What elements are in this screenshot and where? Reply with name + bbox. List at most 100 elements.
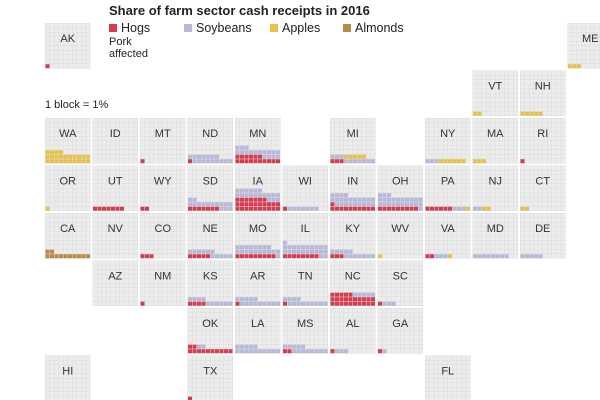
block-hogs-mn [258, 154, 262, 159]
block-hogs-nc [362, 301, 366, 306]
block-hogs-ne [197, 254, 201, 259]
block-hogs-va [430, 254, 434, 259]
block-soybeans-nd [206, 154, 210, 159]
block-hogs-oh [405, 206, 409, 211]
state-label: VA [441, 223, 456, 235]
block-soybeans-ms [323, 349, 328, 354]
block-hogs-mn [235, 154, 240, 159]
block-soybeans-mn [276, 150, 280, 155]
block-soybeans-ar [240, 301, 244, 306]
block-soybeans-ks [206, 301, 210, 306]
block-almonds-ca [50, 254, 54, 259]
block-soybeans-in [362, 197, 366, 202]
block-soybeans-ms [319, 349, 323, 354]
block-apples-wa [59, 150, 63, 155]
block-apples-wa [59, 159, 63, 164]
block-soybeans-ms [283, 344, 287, 349]
state-label: MA [487, 128, 504, 140]
block-soybeans-oh [387, 193, 391, 198]
block-soybeans-ar [249, 301, 253, 306]
state-tile-ok: OK [187, 308, 233, 354]
block-soybeans-ks [219, 301, 224, 306]
block-hogs-in [330, 202, 335, 207]
block-soybeans-oh [400, 197, 405, 202]
state-tile-nj: NJ [472, 165, 518, 211]
block-apples-vt [477, 111, 482, 116]
block-soybeans-md [491, 254, 495, 259]
block-apples-nj [486, 206, 491, 211]
block-apples-wa [72, 159, 77, 164]
block-hogs-ia [235, 206, 240, 211]
chart-title: Share of farm sector cash receipts in 20… [109, 3, 370, 18]
block-soybeans-nd [197, 159, 201, 164]
block-soybeans-in [371, 202, 375, 207]
state-label: NY [440, 128, 456, 140]
block-soybeans-mo [267, 249, 271, 254]
block-soybeans-ky [362, 254, 366, 259]
block-soybeans-in [371, 197, 375, 202]
state-label: NC [345, 271, 361, 283]
state-label: KY [345, 223, 360, 235]
block-hogs-ne [188, 254, 192, 259]
block-hogs-mo [240, 254, 244, 259]
block-soybeans-il [323, 254, 328, 259]
block-soybeans-la [240, 349, 244, 354]
block-soybeans-sc [391, 301, 396, 306]
legend-item-hogs: Hogs [109, 21, 150, 35]
block-hogs-nc [330, 297, 335, 302]
block-soybeans-oh [418, 202, 423, 207]
block-apples-wa [72, 154, 77, 159]
block-soybeans-oh [414, 202, 418, 207]
block-hogs-in [335, 206, 339, 211]
block-hogs-sd [215, 206, 219, 211]
block-soybeans-la [244, 344, 249, 349]
block-hogs-ok [206, 349, 210, 354]
block-soybeans-ms [292, 344, 296, 349]
block-hogs-ne [192, 254, 197, 259]
block-apples-wa [50, 150, 54, 155]
block-soybeans-mi [330, 154, 335, 159]
block-hogs-pa [430, 206, 434, 211]
state-label: TX [203, 366, 218, 378]
block-soybeans-oh [405, 197, 409, 202]
block-apples-ny [448, 159, 452, 164]
state-tile-ga: GA [377, 308, 423, 354]
block-hogs-ne [201, 254, 206, 259]
block-soybeans-nd [228, 159, 233, 164]
block-soybeans-il [296, 245, 301, 250]
block-soybeans-ar [249, 297, 253, 302]
block-soybeans-il [296, 249, 301, 254]
block-soybeans-in [344, 193, 348, 198]
block-apples-nh [538, 111, 543, 116]
block-hogs-nc [344, 292, 348, 297]
state-tile-mt: MT [140, 118, 186, 164]
block-soybeans-oh [378, 193, 382, 198]
block-soybeans-la [244, 349, 249, 354]
block-hogs-ok [192, 349, 197, 354]
block-soybeans-mi [362, 159, 366, 164]
state-label: IN [347, 176, 358, 188]
block-hogs-mn [276, 159, 280, 164]
block-soybeans-ia [240, 193, 244, 198]
block-hogs-nc [353, 297, 357, 302]
state-tile-ri: RI [520, 118, 566, 164]
block-soybeans-ks [188, 297, 192, 302]
block-hogs-ia [271, 202, 276, 207]
block-hogs-in [344, 206, 348, 211]
block-soybeans-in [330, 193, 335, 198]
block-soybeans-in [362, 202, 366, 207]
block-hogs-ut [106, 206, 111, 211]
block-soybeans-tn [314, 301, 319, 306]
block-hogs-sd [201, 206, 206, 211]
state-label: IL [301, 223, 310, 235]
block-apples-mi [353, 154, 357, 159]
legend-swatch-apples [270, 24, 278, 32]
state-tile-ma: MA [472, 118, 518, 164]
block-hogs-ia [258, 202, 262, 207]
block-soybeans-sd [206, 202, 210, 207]
block-almonds-ca [63, 254, 68, 259]
state-label: MN [249, 128, 266, 140]
legend-item-apples: Apples [270, 21, 320, 35]
block-soybeans-oh [414, 197, 418, 202]
block-soybeans-ia [249, 188, 253, 193]
